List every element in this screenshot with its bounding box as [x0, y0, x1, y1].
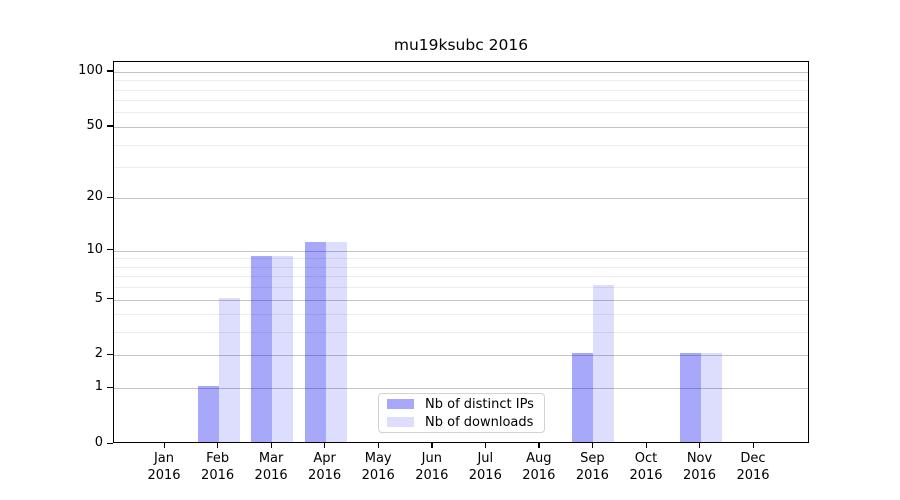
minor-gridline	[114, 89, 808, 91]
bar-distinct-ips	[679, 353, 701, 442]
y-tick-mark	[107, 196, 113, 199]
x-tick-label: Jan 2016	[147, 451, 181, 483]
minor-gridline	[114, 112, 808, 114]
minor-gridline	[114, 100, 808, 102]
major-gridline	[114, 355, 808, 357]
major-gridline	[114, 71, 808, 73]
x-tick-label: Nov 2016	[682, 451, 717, 483]
major-gridline	[114, 299, 808, 301]
plot-area	[113, 61, 809, 443]
x-tick-label: Apr 2016	[308, 451, 342, 483]
y-tick-mark	[107, 249, 113, 251]
legend-label: Nb of downloads	[425, 414, 534, 430]
x-tick-mark	[431, 443, 433, 448]
bar-downloads	[593, 285, 615, 442]
x-tick-mark	[752, 443, 754, 448]
legend-swatch-distinct-ips	[387, 399, 414, 409]
legend: Nb of distinct IPs Nb of downloads	[378, 393, 545, 433]
minor-gridline	[114, 314, 808, 316]
x-tick-mark	[377, 443, 379, 448]
legend-swatch-downloads	[387, 417, 414, 427]
minor-gridline	[114, 144, 808, 146]
x-tick-mark	[324, 443, 326, 448]
bar-downloads	[700, 353, 722, 442]
y-tick-mark	[107, 386, 113, 388]
y-tick-label: 100	[78, 62, 103, 78]
legend-item-distinct-ips: Nb of distinct IPs	[387, 397, 544, 412]
x-tick-mark	[538, 443, 540, 448]
legend-item-downloads: Nb of downloads	[387, 415, 544, 430]
y-tick-label: 0	[94, 435, 103, 450]
y-tick-mark	[107, 442, 113, 444]
bar-distinct-ips	[197, 386, 219, 442]
x-tick-mark	[591, 443, 594, 448]
minor-gridline	[114, 167, 808, 168]
y-tick-label: 10	[86, 241, 103, 257]
bar-downloads	[218, 297, 240, 442]
bar-distinct-ips	[572, 353, 594, 442]
bar-distinct-ips	[304, 241, 326, 442]
x-tick-label: Sep 2016	[575, 451, 609, 483]
x-tick-label: Oct 2016	[629, 451, 663, 483]
y-tick-mark	[107, 125, 113, 127]
x-tick-mark	[484, 443, 487, 448]
minor-gridline	[114, 80, 808, 82]
y-tick-label: 5	[94, 290, 103, 306]
x-tick-mark	[270, 443, 272, 448]
minor-gridline	[114, 266, 808, 268]
legend-label: Nb of distinct IPs	[425, 396, 534, 412]
major-gridline	[114, 198, 808, 200]
x-tick-label: Jul 2016	[468, 451, 502, 483]
minor-gridline	[114, 276, 808, 278]
x-tick-label: Jun 2016	[415, 451, 449, 483]
x-tick-mark	[217, 443, 219, 448]
x-tick-label: Dec 2016	[736, 451, 770, 483]
x-tick-mark	[645, 443, 647, 448]
bar-downloads	[272, 256, 294, 442]
bar-distinct-ips	[251, 256, 273, 442]
y-tick-label: 20	[86, 189, 103, 205]
y-tick-mark	[107, 353, 113, 356]
minor-gridline	[114, 258, 808, 260]
major-gridline	[114, 388, 808, 390]
y-tick-mark	[107, 70, 113, 72]
x-tick-mark	[699, 443, 701, 448]
y-tick-label: 1	[94, 379, 103, 395]
chart-title: mu19ksubc 2016	[393, 36, 529, 54]
bar-downloads	[325, 241, 347, 442]
y-tick-label: 2	[94, 346, 103, 362]
x-tick-label: May 2016	[361, 451, 395, 483]
y-tick-label: 50	[86, 117, 103, 133]
x-tick-mark	[163, 443, 165, 448]
major-gridline	[114, 250, 808, 252]
y-tick-mark	[107, 298, 113, 300]
minor-gridline	[114, 332, 808, 334]
minor-gridline	[114, 287, 808, 289]
major-gridline	[114, 126, 808, 128]
x-tick-label: Mar 2016	[254, 451, 288, 483]
x-tick-label: Feb 2016	[201, 451, 235, 483]
x-tick-label: Aug 2016	[522, 451, 556, 483]
